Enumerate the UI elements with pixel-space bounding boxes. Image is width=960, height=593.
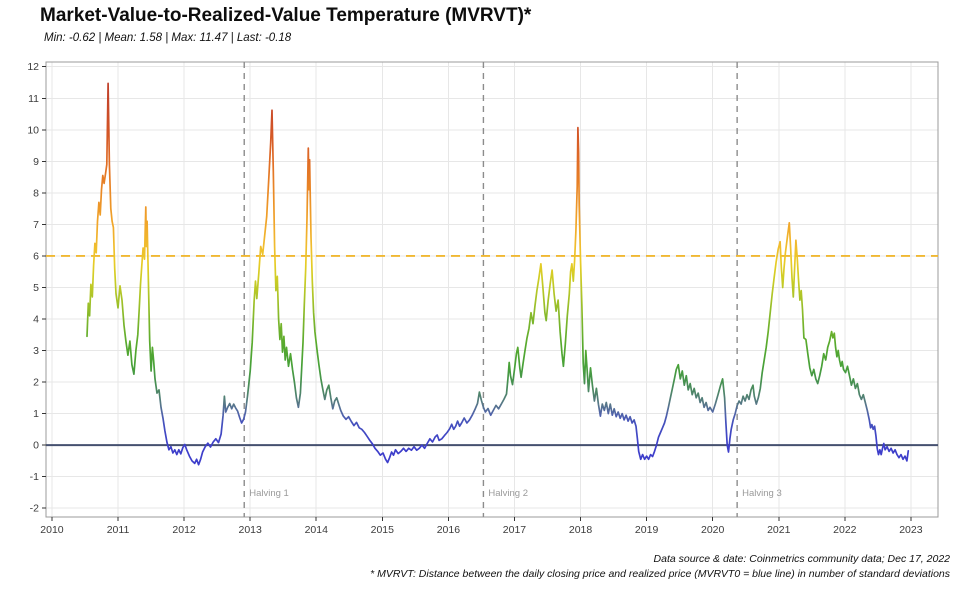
y-tick-label: 8 — [33, 187, 39, 199]
x-tick-label: 2017 — [503, 524, 527, 536]
y-tick-label: 3 — [33, 345, 39, 357]
x-tick-label: 2022 — [833, 524, 857, 536]
halving-1-label: Halving 1 — [249, 488, 289, 499]
mvrvt-definition-note: * MVRVT: Distance between the daily clos… — [370, 568, 950, 580]
data-source-note: Data source & date: Coinmetrics communit… — [653, 553, 950, 565]
x-tick-label: 2012 — [172, 524, 196, 536]
panel-border — [45, 61, 939, 518]
x-tick-label: 2020 — [701, 524, 725, 536]
x-tick-label: 2015 — [371, 524, 395, 536]
x-tick-label: 2023 — [899, 524, 923, 536]
x-tick-label: 2014 — [305, 524, 329, 536]
x-tick-label: 2019 — [635, 524, 659, 536]
x-tick-label: 2021 — [767, 524, 791, 536]
y-tick-label: 2 — [33, 377, 39, 389]
y-tick-label: 12 — [27, 61, 39, 73]
y-tick-label: 11 — [28, 93, 39, 105]
y-tick-label: 7 — [33, 219, 39, 231]
halving-2-label: Halving 2 — [488, 488, 528, 499]
x-tick-label: 2016 — [437, 524, 461, 536]
y-tick-label: 6 — [33, 250, 39, 262]
x-tick-label: 2013 — [238, 524, 262, 536]
mvrvt-series-line — [86, 82, 910, 466]
page-title: Market-Value-to-Realized-Value Temperatu… — [40, 5, 532, 26]
y-tick-label: -1 — [30, 471, 39, 483]
y-tick-label: 5 — [33, 282, 39, 294]
y-tick-label: 1 — [33, 408, 39, 420]
y-tick-label: 10 — [27, 124, 39, 136]
stats-subtitle: Min: -0.62 | Mean: 1.58 | Max: 11.47 | L… — [44, 32, 292, 44]
y-tick-label: 9 — [33, 156, 39, 168]
x-tick-label: 2011 — [107, 524, 130, 536]
halving-3-label: Halving 3 — [742, 488, 782, 499]
x-tick-label: 2018 — [569, 524, 593, 536]
y-tick-label: 4 — [33, 313, 39, 325]
y-tick-label: -2 — [30, 503, 39, 515]
y-tick-label: 0 — [33, 440, 39, 452]
x-tick-label: 2010 — [40, 524, 64, 536]
